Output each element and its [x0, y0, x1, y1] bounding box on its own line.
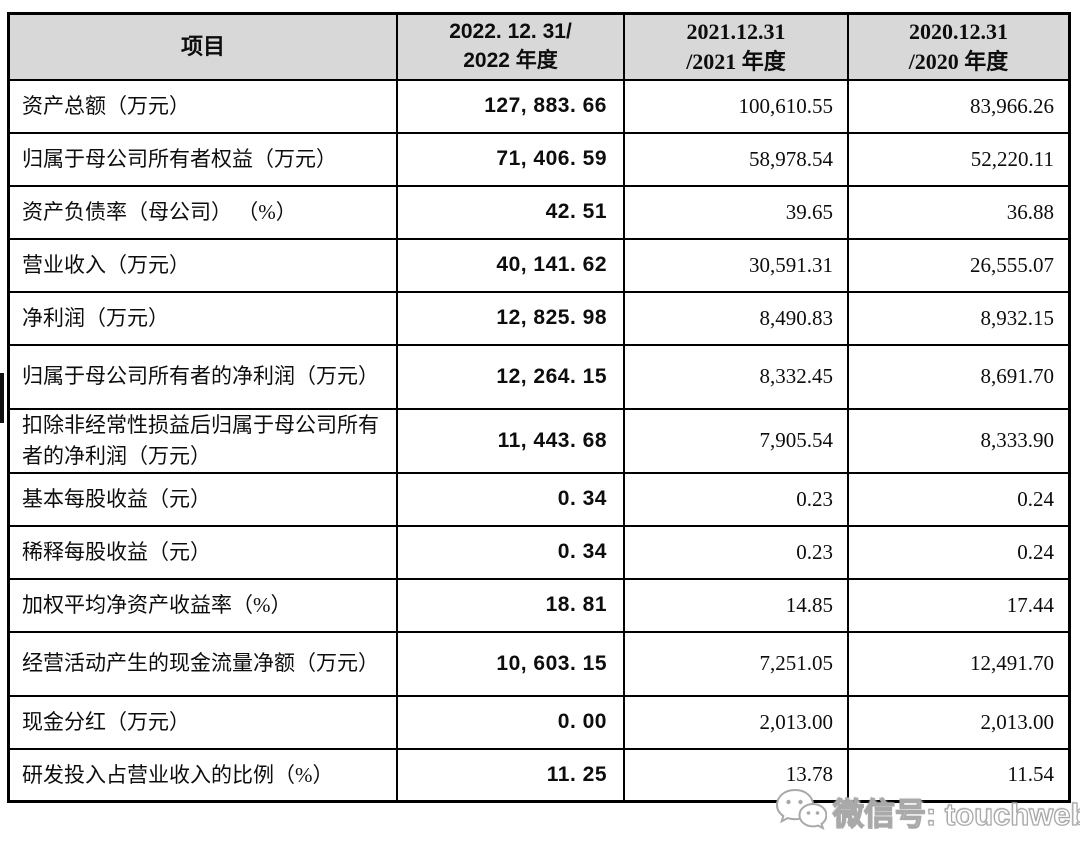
row-label: 稀释每股收益（元）: [7, 524, 398, 580]
value-2020: 0.24: [847, 524, 1071, 580]
table-body: 资产总额（万元） 127, 883. 66 100,610.55 83,966.…: [7, 78, 1071, 803]
header-2020-line2: /2020 年度: [908, 48, 1009, 74]
header-cell-item: 项目: [7, 12, 398, 81]
table-row: 资产总额（万元） 127, 883. 66 100,610.55 83,966.…: [7, 78, 1071, 134]
value-2020: 8,932.15: [847, 290, 1071, 346]
table-row: 加权平均净资产收益率（%） 18. 81 14.85 17.44: [7, 577, 1071, 633]
value-2021: 7,905.54: [623, 407, 849, 474]
value-2022: 0. 00: [396, 694, 625, 750]
header-2020-line1: 2020.12.31: [909, 19, 1008, 45]
value-2021: 14.85: [623, 577, 849, 633]
value-2021: 7,251.05: [623, 630, 849, 697]
value-2022: 0. 34: [396, 524, 625, 580]
watermark-text: 微信号: touchweb: [832, 796, 1080, 832]
value-2022: 42. 51: [396, 184, 625, 240]
table-row: 经营活动产生的现金流量净额（万元） 10, 603. 15 7,251.05 1…: [7, 630, 1071, 697]
header-item-label: 项目: [180, 33, 225, 59]
left-margin-artifact: [0, 373, 4, 423]
header-cell-2020: 2020.12.31 /2020 年度: [847, 12, 1071, 81]
table-row: 基本每股收益（元） 0. 34 0.23 0.24: [7, 471, 1071, 527]
value-2021: 0.23: [623, 471, 849, 527]
table-row: 现金分红（万元） 0. 00 2,013.00 2,013.00: [7, 694, 1071, 750]
value-2021: 39.65: [623, 184, 849, 240]
financial-summary-table: 项目 2022. 12. 31/ 2022 年度 2021.12.31 /202…: [7, 12, 1071, 803]
row-label: 经营活动产生的现金流量净额（万元）: [7, 630, 398, 697]
value-2021: 58,978.54: [623, 131, 849, 187]
header-cell-2022: 2022. 12. 31/ 2022 年度: [396, 12, 625, 81]
value-2020: 8,691.70: [847, 343, 1071, 410]
value-2020: 12,491.70: [847, 630, 1071, 697]
row-label: 归属于母公司所有者权益（万元）: [7, 131, 398, 187]
row-label: 基本每股收益（元）: [7, 471, 398, 527]
value-2020: 0.24: [847, 471, 1071, 527]
watermark: 微信号: touchweb: [775, 786, 1080, 837]
header-2022-line2: 2022 年度: [463, 48, 558, 72]
row-label: 扣除非经常性损益后归属于母公司所有者的净利润（万元）: [7, 407, 398, 474]
value-2021: 0.23: [623, 524, 849, 580]
header-cell-2021: 2021.12.31 /2021 年度: [623, 12, 849, 81]
row-label: 资产负债率（母公司） （%）: [7, 184, 398, 240]
value-2021: 8,332.45: [623, 343, 849, 410]
table-row: 营业收入（万元） 40, 141. 62 30,591.31 26,555.07: [7, 237, 1071, 293]
table-row: 研发投入占营业收入的比例（%） 11. 25 13.78 11.54: [7, 747, 1071, 803]
value-2020: 2,013.00: [847, 694, 1071, 750]
value-2022: 127, 883. 66: [396, 78, 625, 134]
value-2022: 12, 825. 98: [396, 290, 625, 346]
table-row: 扣除非经常性损益后归属于母公司所有者的净利润（万元） 11, 443. 68 7…: [7, 407, 1071, 474]
value-2020: 36.88: [847, 184, 1071, 240]
row-label: 净利润（万元）: [7, 290, 398, 346]
table-row: 归属于母公司所有者权益（万元） 71, 406. 59 58,978.54 52…: [7, 131, 1071, 187]
value-2022: 12, 264. 15: [396, 343, 625, 410]
value-2020: 8,333.90: [847, 407, 1071, 474]
value-2022: 11. 25: [396, 747, 625, 803]
value-2022: 0. 34: [396, 471, 625, 527]
value-2021: 100,610.55: [623, 78, 849, 134]
value-2022: 71, 406. 59: [396, 131, 625, 187]
value-2020: 26,555.07: [847, 237, 1071, 293]
value-2021: 8,490.83: [623, 290, 849, 346]
wechat-icon: [775, 786, 828, 837]
value-2020: 17.44: [847, 577, 1071, 633]
value-2020: 11.54: [847, 747, 1071, 803]
value-2020: 52,220.11: [847, 131, 1071, 187]
value-2022: 10, 603. 15: [396, 630, 625, 697]
header-2021-line1: 2021.12.31: [686, 19, 786, 45]
row-label: 加权平均净资产收益率（%）: [7, 577, 398, 633]
table-row: 资产负债率（母公司） （%） 42. 51 39.65 36.88: [7, 184, 1071, 240]
header-row: 项目 2022. 12. 31/ 2022 年度 2021.12.31 /202…: [7, 12, 1071, 81]
value-2022: 18. 81: [396, 577, 625, 633]
table-row: 净利润（万元） 12, 825. 98 8,490.83 8,932.15: [7, 290, 1071, 346]
value-2022: 11, 443. 68: [396, 407, 625, 474]
table-row: 稀释每股收益（元） 0. 34 0.23 0.24: [7, 524, 1071, 580]
row-label: 现金分红（万元）: [7, 694, 398, 750]
value-2021: 2,013.00: [623, 694, 849, 750]
row-label: 资产总额（万元）: [7, 78, 398, 134]
value-2020: 83,966.26: [847, 78, 1071, 134]
row-label: 归属于母公司所有者的净利润（万元）: [7, 343, 398, 410]
value-2021: 30,591.31: [623, 237, 849, 293]
value-2022: 40, 141. 62: [396, 237, 625, 293]
header-2021-line2: /2021 年度: [686, 48, 786, 74]
row-label: 营业收入（万元）: [7, 237, 398, 293]
header-2022-line1: 2022. 12. 31/: [449, 20, 572, 44]
value-2021: 13.78: [623, 747, 849, 803]
table-row: 归属于母公司所有者的净利润（万元） 12, 264. 15 8,332.45 8…: [7, 343, 1071, 410]
table-header: 项目 2022. 12. 31/ 2022 年度 2021.12.31 /202…: [7, 12, 1071, 81]
row-label: 研发投入占营业收入的比例（%）: [7, 747, 398, 803]
